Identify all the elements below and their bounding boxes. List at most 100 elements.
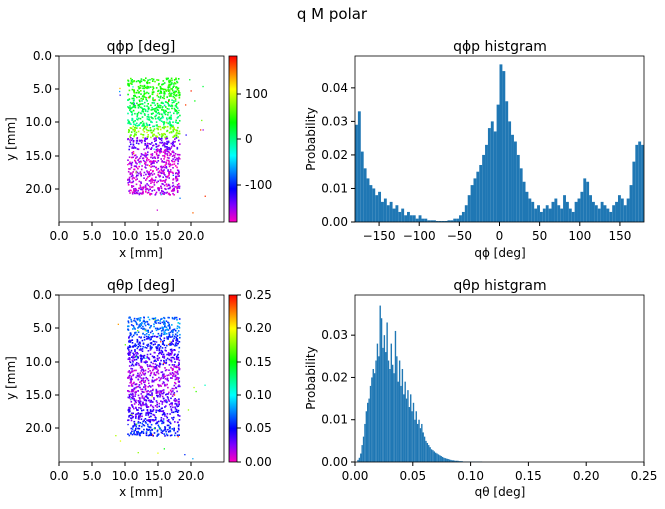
theta-histogram-bar [411, 411, 413, 462]
phi-heatmap-pixel [131, 153, 134, 156]
theta-heatmap-pixel [172, 375, 174, 377]
theta-heatmap-pixel [173, 394, 176, 396]
theta-heatmap-pixel [141, 348, 144, 350]
phi-heatmap-pixel [157, 160, 160, 162]
theta-heatmap-pixel [145, 335, 148, 338]
phi-heatmap-pixel [146, 129, 148, 131]
theta-heatmap-pixel [137, 385, 140, 388]
theta-heatmap-pixel [140, 418, 143, 420]
phi-heatmap-pixel [178, 156, 180, 159]
phi-heatmap-pixel [177, 157, 179, 160]
phi-heatmap-pixel [178, 91, 180, 93]
phi-histogram-bar [537, 205, 540, 222]
phi-heatmap-pixel [162, 179, 165, 182]
phi-heatmap-pixel [133, 90, 136, 92]
theta-heatmap-pixel [195, 390, 197, 393]
phi-heatmap-pixel [131, 193, 134, 195]
phi-heatmap-pixel [130, 162, 133, 165]
phi-heatmap-pixel [162, 192, 164, 195]
theta-heatmap-pixel [171, 377, 173, 379]
phi-heatmap-pixel [160, 92, 163, 94]
phi-heatmap-pixel [127, 119, 129, 121]
theta-heatmap-pixel [171, 349, 174, 352]
theta-heatmap-pixel [167, 397, 169, 399]
phi-heatmap-pixel [136, 114, 139, 117]
phi-heatmap-pixel [165, 161, 168, 164]
phi-heatmap-pixel [133, 103, 135, 105]
phi-heatmap-pixel [137, 130, 140, 133]
phi-histogram-bar [525, 191, 529, 222]
theta-heatmap-pixel [159, 378, 162, 380]
phi-heatmap-pixel [147, 184, 150, 187]
theta-heatmap-pixel [146, 353, 149, 356]
theta-heatmap-pixel [151, 392, 153, 394]
theta-heatmap-pixel [155, 365, 157, 368]
theta-heatmap-pixel [165, 320, 168, 322]
theta-histogram-bar [435, 452, 437, 462]
phi-heatmap-pixel [134, 165, 136, 167]
phi-heatmap-pixel [131, 146, 134, 148]
theta-heatmap-pixel [137, 327, 139, 329]
theta-heatmap-pixel [153, 318, 156, 320]
phi-heatmap-pixel [157, 106, 160, 109]
theta-heatmap-pixel [171, 411, 173, 414]
theta-heatmap-pixel [141, 397, 143, 399]
phi-heatmap-pixel [151, 154, 154, 157]
phi-heatmap-pixel [140, 80, 143, 83]
phi-heatmap-pixel [152, 78, 155, 81]
phi-heatmap-pixel [140, 168, 143, 171]
theta-heatmap-pixel [131, 342, 134, 344]
theta-heatmap-pixel [175, 404, 178, 406]
phi-heatmap-pixel [132, 176, 134, 179]
theta-heatmap-pixel [144, 418, 147, 420]
theta-heatmap-pixel [128, 336, 130, 338]
phi-heatmap-pixel [157, 187, 159, 190]
phi-heatmap-pixel [137, 148, 140, 151]
phi-heatmap-pixel [136, 115, 138, 118]
theta-heatmap-pixel [159, 345, 162, 348]
theta-heatmap-pixel [133, 424, 136, 426]
phi-heatmap-pixel [152, 179, 155, 182]
phi-heatmap-pixel [150, 179, 152, 181]
phi-heatmap-pixel [152, 144, 154, 147]
phi-heatmap-pixel [138, 139, 141, 142]
phi-heatmap-pixel [165, 77, 168, 80]
theta-heatmap-pixel [158, 344, 160, 346]
theta-heatmap-pixel [176, 337, 178, 340]
theta-heatmap-pixel [178, 377, 180, 379]
theta-heatmap-pixel [149, 347, 152, 349]
theta-heatmap-pixel [170, 434, 173, 436]
phi-heatmap-pixel [153, 134, 156, 136]
theta-heatmap-pixel [129, 374, 131, 377]
phi-heatmap-pixel [133, 105, 135, 107]
theta-heatmap-pixel [139, 341, 141, 344]
phi-heatmap-pixel [162, 88, 165, 91]
phi-heatmap-pixel [164, 104, 166, 106]
phi-heatmap-pixel [161, 166, 163, 169]
phi-heatmap-pixel [172, 86, 174, 88]
phi-heatmap-pixel [152, 89, 154, 91]
phi-heatmap-pixel [119, 87, 121, 90]
theta-heatmap-pixel [147, 434, 150, 437]
phi-heatmap-pixel [146, 164, 149, 166]
theta-heatmap-pixel [171, 343, 173, 345]
phi-heatmap-pixel [165, 188, 167, 191]
phi-heatmap-pixel [156, 181, 158, 184]
theta-heatmap-pixel [162, 389, 165, 391]
theta-heatmap-pixel [127, 419, 129, 422]
phi-heatmap-pixel [152, 97, 154, 99]
phi-heatmap-pixel [133, 189, 135, 192]
phi-heatmap-pixel [163, 121, 166, 123]
phi-heatmap-pixel [156, 79, 158, 81]
phi-heatmap-pixel [135, 80, 138, 83]
phi-histogram-bar [482, 154, 486, 222]
theta-histogram-bar [455, 460, 458, 462]
phi-heatmap-pixel [159, 85, 162, 88]
theta-heatmap-pixel [163, 374, 165, 377]
phi-heatmap-pixel [167, 163, 170, 165]
theta-heatmap-pixel [158, 420, 160, 423]
theta-heatmap-pixel [166, 383, 168, 386]
theta-heatmap-pixel [168, 391, 170, 394]
phi-heatmap-pixel [127, 122, 129, 125]
phi-heatmap-pixel [148, 96, 151, 99]
